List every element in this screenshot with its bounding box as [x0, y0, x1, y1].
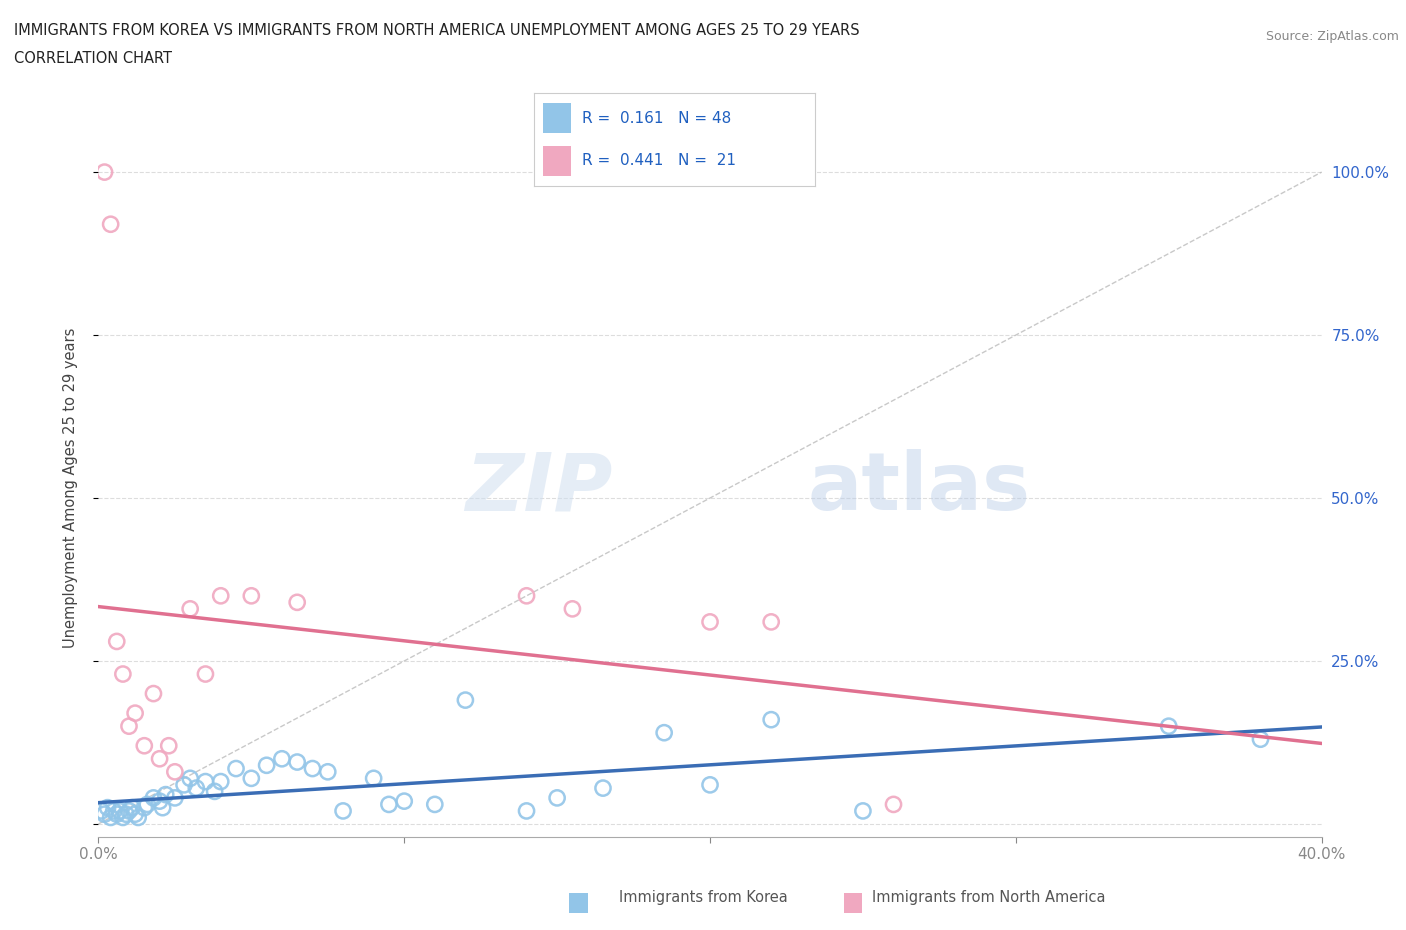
Point: [454, 693, 477, 708]
Text: ZIP: ZIP: [465, 449, 612, 527]
Point: [546, 790, 568, 805]
Text: Source: ZipAtlas.com: Source: ZipAtlas.com: [1265, 30, 1399, 43]
Point: [240, 589, 263, 604]
Text: Immigrants from Korea: Immigrants from Korea: [619, 890, 787, 905]
Point: [240, 771, 263, 786]
Point: [256, 758, 278, 773]
Point: [270, 751, 294, 766]
Point: [392, 793, 416, 808]
Point: [118, 719, 141, 734]
Point: [118, 804, 141, 818]
Point: [142, 790, 165, 805]
Point: [105, 806, 128, 821]
Point: [111, 667, 134, 682]
Point: [134, 738, 156, 753]
Point: [173, 777, 195, 792]
Point: [1250, 732, 1272, 747]
Point: [592, 780, 614, 795]
Point: [186, 780, 208, 795]
Text: IMMIGRANTS FROM KOREA VS IMMIGRANTS FROM NORTH AMERICA UNEMPLOYMENT AMONG AGES 2: IMMIGRANTS FROM KOREA VS IMMIGRANTS FROM…: [14, 23, 859, 38]
Point: [152, 800, 174, 815]
Point: [316, 764, 339, 779]
Point: [699, 615, 721, 630]
Point: [179, 602, 201, 617]
Point: [852, 804, 875, 818]
Point: [363, 771, 385, 786]
Point: [179, 771, 201, 786]
Point: [761, 712, 783, 727]
Point: [301, 761, 323, 776]
Point: [285, 754, 308, 769]
Point: [883, 797, 905, 812]
Point: [423, 797, 446, 812]
Point: [149, 751, 172, 766]
Point: [1157, 719, 1180, 734]
Point: [103, 804, 125, 818]
Point: [124, 706, 146, 721]
Point: [105, 634, 128, 649]
Bar: [543, 146, 571, 176]
Point: [652, 725, 675, 740]
Point: [93, 806, 115, 821]
Point: [90, 804, 112, 818]
Point: [699, 777, 721, 792]
Point: [194, 667, 217, 682]
Point: [209, 774, 232, 789]
Point: [93, 165, 115, 179]
Point: [124, 806, 146, 821]
Y-axis label: Unemployment Among Ages 25 to 29 years: Unemployment Among Ages 25 to 29 years: [63, 328, 77, 648]
Point: [127, 810, 149, 825]
Point: [97, 800, 120, 815]
Point: [194, 774, 217, 789]
Text: R =  0.161   N = 48: R = 0.161 N = 48: [582, 111, 731, 126]
Point: [121, 800, 143, 815]
Text: CORRELATION CHART: CORRELATION CHART: [14, 51, 172, 66]
Point: [516, 589, 538, 604]
Point: [157, 738, 180, 753]
Point: [111, 810, 134, 825]
Point: [134, 800, 156, 815]
Point: [204, 784, 226, 799]
Point: [142, 686, 165, 701]
Point: [136, 797, 159, 812]
Text: R =  0.441   N =  21: R = 0.441 N = 21: [582, 153, 737, 168]
Point: [155, 787, 177, 802]
Point: [115, 806, 138, 821]
Point: [100, 217, 122, 232]
Point: [209, 589, 232, 604]
Point: [516, 804, 538, 818]
Point: [108, 804, 131, 818]
Point: [285, 595, 308, 610]
Point: [332, 804, 354, 818]
Point: [163, 790, 186, 805]
Point: [163, 764, 186, 779]
Point: [100, 810, 122, 825]
Point: [149, 793, 172, 808]
Point: [378, 797, 401, 812]
Point: [761, 615, 783, 630]
Text: atlas: atlas: [808, 449, 1031, 527]
Bar: [543, 103, 571, 133]
Point: [225, 761, 247, 776]
Text: Immigrants from North America: Immigrants from North America: [872, 890, 1105, 905]
Point: [561, 602, 583, 617]
